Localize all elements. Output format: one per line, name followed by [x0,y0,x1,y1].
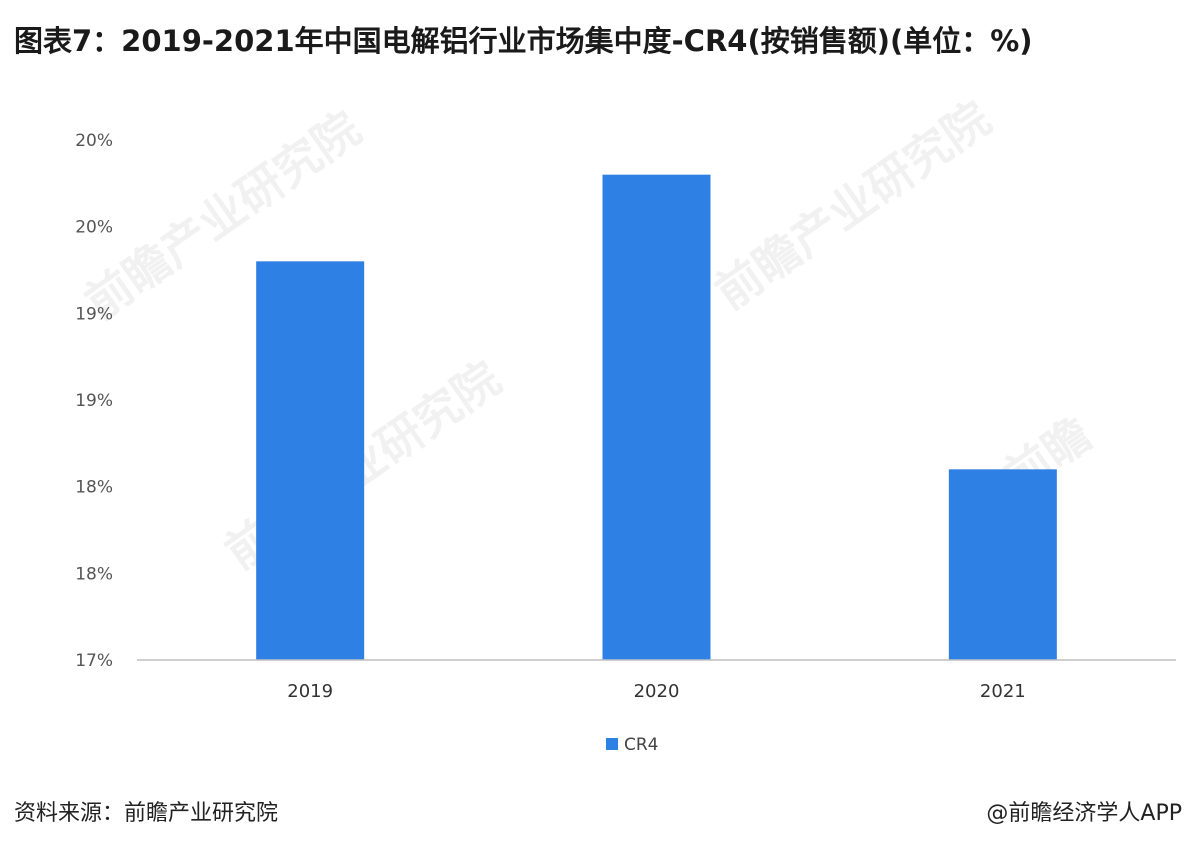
legend: CR4 [606,735,659,755]
bar-2020 [602,174,711,660]
x-axis: 2019 2020 2021 [287,681,1025,702]
y-tick-label: 17% [75,651,113,671]
y-tick-label: 19% [75,304,113,324]
y-tick-label: 19% [75,391,113,411]
bar-chart: 17% 18% 18% 19% 19% 20% 20% 2019 2020 2021 CR4 [75,131,1176,755]
chart-title: 图表7：2019-2021年中国电解铝行业市场集中度-CR4(按销售额)(单位：… [14,24,1033,58]
x-tick-label: 2019 [287,681,333,702]
legend-swatch [606,738,618,750]
legend-label-cr4: CR4 [624,735,659,755]
bars-group [256,174,1057,660]
y-axis: 17% 18% 18% 19% 19% 20% 20% [75,131,113,671]
x-tick-label: 2020 [634,681,680,702]
source-note: 资料来源：前瞻产业研究院 [14,801,279,826]
y-tick-label: 18% [75,564,113,584]
bar-2021 [948,469,1057,660]
bar-2019 [256,261,365,660]
credit-note: @前瞻经济学人APP [986,801,1182,826]
y-tick-label: 20% [75,131,113,151]
y-tick-label: 20% [75,218,113,238]
x-tick-label: 2021 [980,681,1026,702]
y-tick-label: 18% [75,478,113,498]
